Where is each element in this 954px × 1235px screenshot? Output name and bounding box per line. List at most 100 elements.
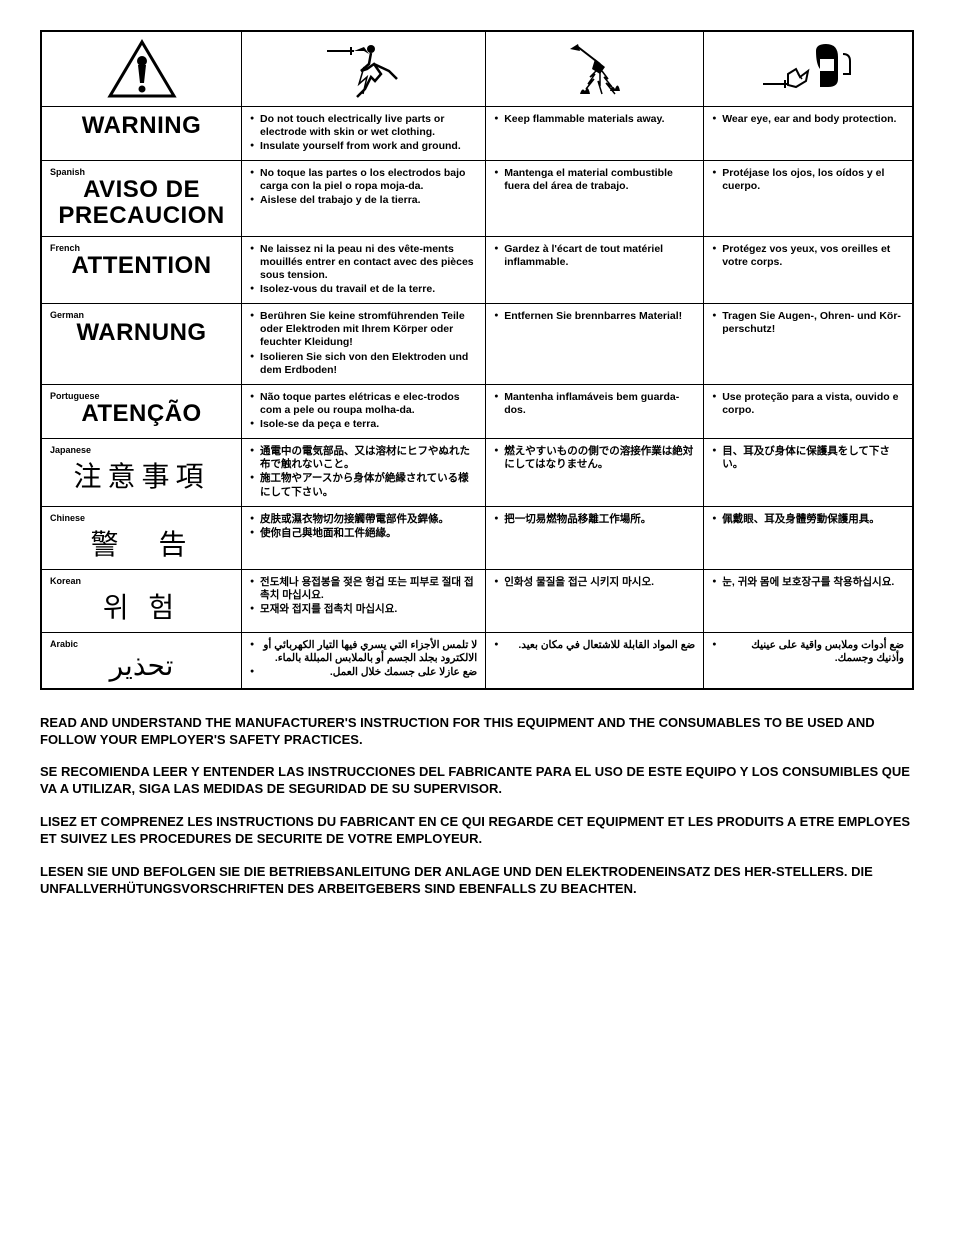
warning-text-cell: Protéjase los ojos, los oídos y el cuerp… (704, 160, 913, 236)
bullet-item: Protéjase los ojos, los oídos y el cuerp… (712, 167, 904, 193)
bullet-item: Isolez-vous du travail et de la terre. (250, 283, 477, 296)
lang-row: Japanese注意事項通電中の電気部品、又は溶材にヒフやぬれた布で触れないこと… (41, 439, 913, 507)
bullet-item: No toque las partes o los electrodos baj… (250, 167, 477, 193)
warning-text-cell: 燃えやすいものの側での溶接作業は絶対にしてはなりません。 (486, 439, 704, 507)
bullet-item: Isole-se da peça e terra. (250, 418, 477, 431)
instructions-block: READ AND UNDERSTAND THE MANUFACTURER'S I… (40, 715, 914, 898)
instruction-paragraph: LESEN SIE UND BEFOLGEN SIE DIE BETRIEBSA… (40, 864, 914, 898)
bullet-item: لا تلمس الأجزاء التي يسري فيها التيار ال… (250, 639, 477, 665)
warning-text-cell: Wear eye, ear and body protection. (704, 106, 913, 160)
bullet-list: ضع أدوات وملابس واقية على عينيك وأذنيك و… (712, 639, 904, 665)
bullet-list: Keep flammable materials away. (494, 113, 695, 126)
lang-label-cell: Arabicتحذير (41, 632, 242, 689)
bullet-item: 모재와 접지를 접촉치 마십시요. (250, 603, 477, 616)
warning-text-cell: Mantenha inflamáveis bem guarda-dos. (486, 384, 704, 438)
bullet-list: 佩戴眼、耳及身體勞動保護用具。 (712, 513, 904, 526)
lang-row: SpanishAVISO DE PRECAUCIONNo toque las p… (41, 160, 913, 236)
warning-text-cell: 인화성 물질을 접근 시키지 마시오. (486, 569, 704, 632)
warning-text-cell: Use proteção para a vista, ouvido e corp… (704, 384, 913, 438)
bullet-item: ضع أدوات وملابس واقية على عينيك وأذنيك و… (712, 639, 904, 665)
bullet-list: Entfernen Sie brennbarres Material! (494, 310, 695, 323)
icon-cell-warning (41, 31, 242, 106)
warning-word: 警 告 (50, 523, 233, 563)
bullet-list: Mantenha inflamáveis bem guarda-dos. (494, 391, 695, 417)
warning-text-cell: 佩戴眼、耳及身體勞動保護用具。 (704, 506, 913, 569)
bullet-list: 通電中の電気部品、又は溶材にヒフやぬれた布で触れないこと。施工物やアースから身体… (250, 445, 477, 499)
electric-shock-icon (319, 39, 409, 99)
lang-label-cell: Japanese注意事項 (41, 439, 242, 507)
bullet-list: Wear eye, ear and body protection. (712, 113, 904, 126)
warning-text-cell: ضع أدوات وملابس واقية على عينيك وأذنيك و… (704, 632, 913, 689)
lang-label-cell: GermanWARNUNG (41, 304, 242, 385)
warning-word: 위 험 (50, 586, 233, 626)
bullet-list: Tragen Sie Augen-, Ohren- und Kör-persch… (712, 310, 904, 336)
bullet-item: 皮肤或濕衣物切勿接觸帶電部件及銲條。 (250, 513, 477, 526)
warning-text-cell: Ne laissez ni la peau ni des vête-ments … (242, 236, 486, 304)
bullet-list: 燃えやすいものの側での溶接作業は絶対にしてはなりません。 (494, 445, 695, 471)
warning-text-cell: 전도체나 용접봉을 젖은 헝겁 또는 피부로 절대 접촉치 마십시요.모재와 접… (242, 569, 486, 632)
icon-row (41, 31, 913, 106)
bullet-item: 使你自己與地面和工件絕緣。 (250, 527, 477, 540)
bullet-list: Não toque partes elétricas e elec-trodos… (250, 391, 477, 431)
lang-label-cell: Chinese警 告 (41, 506, 242, 569)
lang-row: Arabicتحذير لا تلمس الأجزاء التي يسري فيه… (41, 632, 913, 689)
warning-word: 注意事項 (50, 455, 233, 495)
icon-cell-shock (242, 31, 486, 106)
bullet-item: 인화성 물질을 접근 시키지 마시오. (494, 576, 695, 589)
bullet-item: Ne laissez ni la peau ni des vête-ments … (250, 243, 477, 282)
warning-word: ATTENTION (50, 253, 233, 279)
lang-row: FrenchATTENTIONNe laissez ni la peau ni … (41, 236, 913, 304)
warning-text-cell: Berühren Sie keine stromführenden Teile … (242, 304, 486, 385)
lang-row: Korean위 험전도체나 용접봉을 젖은 헝겁 또는 피부로 절대 접촉치 마… (41, 569, 913, 632)
bullet-item: Gardez à l'écart de tout matériel inflam… (494, 243, 695, 269)
bullet-item: Mantenga el material combustible fuera d… (494, 167, 695, 193)
bullet-item: Entfernen Sie brennbarres Material! (494, 310, 695, 323)
bullet-list: 把一切易燃物品移離工作場所。 (494, 513, 695, 526)
warning-text-cell: 皮肤或濕衣物切勿接觸帶電部件及銲條。使你自己與地面和工件絕緣。 (242, 506, 486, 569)
fire-spark-icon (550, 39, 640, 99)
warning-text-cell: 눈, 귀와 몸에 보호장구를 착용하십시요. (704, 569, 913, 632)
bullet-list: Gardez à l'écart de tout matériel inflam… (494, 243, 695, 269)
lang-row: Chinese警 告皮肤或濕衣物切勿接觸帶電部件及銲條。使你自己與地面和工件絕緣… (41, 506, 913, 569)
bullet-item: Não toque partes elétricas e elec-trodos… (250, 391, 477, 417)
bullet-item: Mantenha inflamáveis bem guarda-dos. (494, 391, 695, 417)
lang-tag: Japanese (50, 445, 233, 455)
bullet-item: 施工物やアースから身体が絶縁されている様にして下さい。 (250, 472, 477, 498)
bullet-item: 전도체나 용접봉을 젖은 헝겁 또는 피부로 절대 접촉치 마십시요. (250, 576, 477, 602)
warning-word: تحذير (50, 649, 233, 682)
bullet-item: Berühren Sie keine stromführenden Teile … (250, 310, 477, 349)
warning-text-cell: 目、耳及び身体に保護具をして下さい。 (704, 439, 913, 507)
lang-tag: Chinese (50, 513, 233, 523)
bullet-list: Do not touch electrically live parts or … (250, 113, 477, 153)
lang-label-cell: WARNING (41, 106, 242, 160)
bullet-list: 눈, 귀와 몸에 보호장구를 착용하십시요. (712, 576, 904, 589)
bullet-item: Aislese del trabajo y de la tierra. (250, 194, 477, 207)
icon-cell-fire (486, 31, 704, 106)
warning-word: WARNING (50, 113, 233, 139)
bullet-list: 인화성 물질을 접근 시키지 마시오. (494, 576, 695, 589)
warning-text-cell: ضع المواد القابلة للاشتعال في مكان بعيد. (486, 632, 704, 689)
lang-label-cell: Korean위 험 (41, 569, 242, 632)
lang-row: GermanWARNUNGBerühren Sie keine stromfüh… (41, 304, 913, 385)
lang-tag: Korean (50, 576, 233, 586)
warning-text-cell: No toque las partes o los electrodos baj… (242, 160, 486, 236)
bullet-list: Protégez vos yeux, vos oreilles et votre… (712, 243, 904, 269)
bullet-item: Keep flammable materials away. (494, 113, 695, 126)
bullet-item: Isolieren Sie sich von den Elektroden un… (250, 351, 477, 377)
protection-gear-icon (758, 39, 858, 99)
warning-text-cell: Protégez vos yeux, vos oreilles et votre… (704, 236, 913, 304)
bullet-item: 눈, 귀와 몸에 보호장구를 착용하십시요. (712, 576, 904, 589)
lang-row: PortugueseATENÇÃONão toque partes elétri… (41, 384, 913, 438)
lang-tag: Arabic (50, 639, 233, 649)
bullet-item: Tragen Sie Augen-, Ohren- und Kör-persch… (712, 310, 904, 336)
bullet-list: لا تلمس الأجزاء التي يسري فيها التيار ال… (250, 639, 477, 679)
bullet-item: 目、耳及び身体に保護具をして下さい。 (712, 445, 904, 471)
bullet-list: No toque las partes o los electrodos baj… (250, 167, 477, 207)
exclamation-triangle-icon (107, 39, 177, 99)
warning-text-cell: Mantenga el material combustible fuera d… (486, 160, 704, 236)
bullet-list: ضع المواد القابلة للاشتعال في مكان بعيد. (494, 639, 695, 652)
bullet-list: Use proteção para a vista, ouvido e corp… (712, 391, 904, 417)
warning-text-cell: 把一切易燃物品移離工作場所。 (486, 506, 704, 569)
warning-text-cell: Tragen Sie Augen-, Ohren- und Kör-persch… (704, 304, 913, 385)
bullet-list: 전도체나 용접봉을 젖은 헝겁 또는 피부로 절대 접촉치 마십시요.모재와 접… (250, 576, 477, 616)
